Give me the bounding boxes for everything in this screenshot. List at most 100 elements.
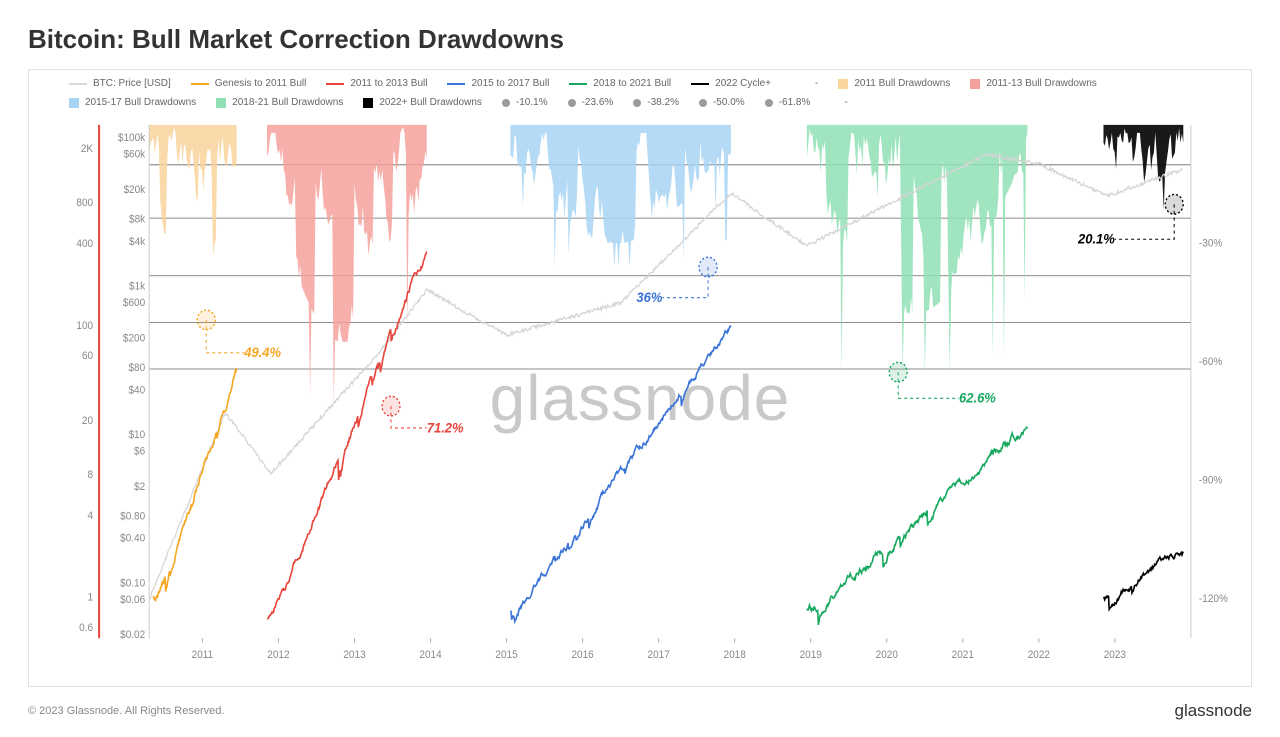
legend-swatch [363, 98, 373, 108]
callout-2021-leader [898, 372, 959, 398]
legend-label: BTC: Price [USD] [93, 78, 171, 89]
callout-2022-marker [1165, 194, 1183, 214]
chart-svg: 49.4%71.2%36%62.6%20.1% 2011201220132014… [39, 114, 1241, 682]
svg-text:-60%: -60% [1199, 357, 1222, 368]
legend-label: -10.1% [516, 97, 548, 108]
svg-text:$0.40: $0.40 [120, 533, 145, 544]
legend-item: BTC: Price [USD] [69, 78, 171, 89]
svg-text:4: 4 [88, 511, 94, 522]
svg-text:2020: 2020 [876, 650, 898, 661]
legend-label: Genesis to 2011 Bull [215, 78, 307, 89]
drawdown-2011 [149, 125, 236, 256]
callout-2013-marker [382, 396, 400, 416]
svg-text:2013: 2013 [343, 650, 365, 661]
legend-swatch [326, 83, 344, 85]
legend-label: -23.6% [582, 97, 614, 108]
legend-label: - [815, 78, 818, 89]
svg-text:2011: 2011 [192, 650, 214, 661]
svg-text:2012: 2012 [267, 650, 289, 661]
bull-2011-line [153, 368, 237, 600]
svg-text:$0.80: $0.80 [120, 511, 145, 522]
legend-item: 2011 Bull Drawdowns [838, 78, 950, 89]
svg-text:2014: 2014 [419, 650, 441, 661]
svg-text:-120%: -120% [1199, 594, 1228, 605]
drawdown-2021 [807, 125, 1028, 374]
svg-text:60: 60 [82, 351, 93, 362]
svg-text:$1k: $1k [129, 281, 146, 292]
callout-2022-leader [1115, 204, 1174, 239]
legend-swatch [830, 99, 838, 107]
legend-label: 2015-17 Bull Drawdowns [85, 97, 196, 108]
legend-label: 2011-13 Bull Drawdowns [986, 78, 1096, 89]
legend-swatch [791, 83, 809, 85]
callout-2021-label: 62.6% [959, 390, 996, 406]
legend-item: 2022 Cycle+ [691, 78, 771, 89]
legend-swatch [691, 83, 709, 85]
svg-text:$2: $2 [134, 481, 145, 492]
svg-text:2015: 2015 [495, 650, 517, 661]
legend-item: 2011-13 Bull Drawdowns [970, 78, 1096, 89]
legend-item: 2015 to 2017 Bull [447, 78, 549, 89]
legend-label: 2022+ Bull Drawdowns [379, 97, 482, 108]
legend-swatch [765, 99, 773, 107]
svg-text:400: 400 [76, 239, 93, 250]
svg-text:2019: 2019 [800, 650, 822, 661]
legend-item: Genesis to 2011 Bull [191, 78, 307, 89]
legend-item: -50.0% [699, 97, 745, 108]
legend-item: -61.8% [765, 97, 811, 108]
callout-2011-marker [197, 310, 215, 330]
svg-text:$0.06: $0.06 [120, 594, 145, 605]
callout-2021-marker [889, 362, 907, 382]
callout-2013-label: 71.2% [427, 420, 464, 436]
svg-text:-90%: -90% [1199, 475, 1222, 486]
legend-label: -61.8% [779, 97, 811, 108]
svg-text:$100k: $100k [118, 133, 146, 144]
legend: BTC: Price [USD] Genesis to 2011 Bull 2011… [39, 76, 1241, 114]
legend-label: 2011 to 2013 Bull [350, 78, 427, 89]
callout-2022-label: 20.1% [1077, 231, 1115, 247]
svg-text:0.6: 0.6 [79, 622, 93, 633]
svg-text:2022: 2022 [1028, 650, 1050, 661]
legend-swatch [699, 99, 707, 107]
drawdown-2013 [267, 125, 427, 405]
callout-2017-marker [699, 257, 717, 277]
bull-2021-line [807, 427, 1028, 624]
legend-item: - [830, 97, 847, 108]
svg-text:800: 800 [76, 198, 93, 209]
legend-label: - [844, 97, 847, 108]
legend-swatch [69, 83, 87, 85]
legend-item: -10.1% [502, 97, 548, 108]
copyright: © 2023 Glassnode. All Rights Reserved. [28, 705, 224, 717]
svg-text:$600: $600 [123, 298, 145, 309]
legend-label: -38.2% [647, 97, 679, 108]
svg-text:2K: 2K [81, 144, 93, 155]
svg-text:$6: $6 [134, 446, 145, 457]
page: Bitcoin: Bull Market Correction Drawdown… [0, 0, 1280, 737]
svg-text:8: 8 [88, 470, 94, 481]
legend-label: 2018 to 2021 Bull [593, 78, 671, 89]
svg-text:$8k: $8k [129, 214, 146, 225]
page-title: Bitcoin: Bull Market Correction Drawdown… [28, 24, 1252, 55]
brand-logo: glassnode [1174, 701, 1252, 721]
legend-label: 2015 to 2017 Bull [471, 78, 549, 89]
legend-item: 2022+ Bull Drawdowns [363, 97, 482, 108]
legend-swatch [447, 83, 465, 85]
svg-text:$200: $200 [123, 333, 145, 344]
legend-label: 2011 Bull Drawdowns [854, 78, 950, 89]
legend-label: -50.0% [713, 97, 745, 108]
svg-text:$10: $10 [128, 430, 145, 441]
svg-text:$0.02: $0.02 [120, 630, 145, 641]
legend-swatch [633, 99, 641, 107]
svg-text:$80: $80 [128, 363, 145, 374]
svg-text:2021: 2021 [952, 650, 974, 661]
legend-item: -38.2% [633, 97, 679, 108]
plot-area: glassnode 49.4%71.2%36%62.6%20.1% 201120… [39, 114, 1241, 682]
legend-swatch [191, 83, 209, 85]
legend-item: 2015-17 Bull Drawdowns [69, 97, 196, 108]
legend-swatch [69, 98, 79, 108]
legend-swatch [838, 79, 848, 89]
svg-text:$60k: $60k [123, 149, 145, 160]
svg-text:1: 1 [88, 592, 94, 603]
svg-text:2017: 2017 [648, 650, 670, 661]
svg-text:2023: 2023 [1104, 650, 1126, 661]
